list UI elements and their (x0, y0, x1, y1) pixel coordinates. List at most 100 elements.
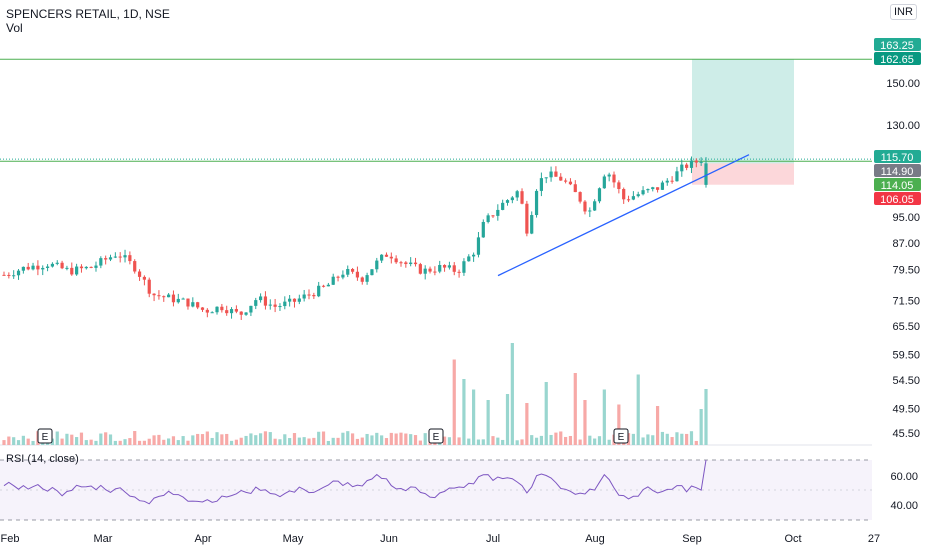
volume-bar (229, 440, 234, 445)
candle (433, 271, 437, 273)
price-axis-label: 54.50 (892, 375, 920, 387)
candle (491, 215, 495, 217)
volume-bar (442, 436, 447, 445)
volume-bar (636, 374, 640, 445)
candle (389, 256, 393, 259)
volume-bar (631, 433, 635, 445)
candle (307, 294, 311, 296)
volume-bar (152, 435, 156, 445)
x-tick-label: Jun (380, 533, 398, 545)
volume-bar (665, 433, 669, 445)
volume-bar (404, 433, 408, 445)
candle (167, 294, 171, 298)
earnings-marker (428, 428, 444, 444)
candle (108, 257, 113, 260)
volume-bar (486, 400, 490, 445)
currency-button[interactable]: INR (890, 4, 917, 20)
candle (413, 262, 418, 265)
candle (360, 277, 364, 282)
price-badge (874, 150, 921, 163)
volume-bar (123, 439, 127, 445)
volume-bar (254, 435, 258, 445)
volume-bar (704, 389, 708, 445)
candle (312, 294, 316, 297)
candle (278, 306, 282, 308)
candle (317, 285, 321, 297)
candle (12, 275, 16, 277)
volume-bar (31, 440, 35, 445)
candle (263, 296, 268, 306)
candle (350, 269, 355, 272)
candle (16, 270, 21, 276)
volume-bar (12, 437, 16, 445)
volume-bar (539, 435, 543, 445)
candle (472, 254, 476, 257)
volume-bar (162, 439, 166, 445)
rsi-label: RSI (14, close) (6, 453, 79, 465)
volume-bar (641, 437, 645, 445)
candle (321, 285, 326, 287)
volume-bar (79, 432, 84, 445)
volume-bar (399, 432, 403, 445)
candle (268, 304, 272, 306)
price-badge-label: 115.70 (881, 152, 914, 164)
volume-bar (423, 433, 427, 445)
candle (375, 260, 379, 270)
volume-bar (321, 431, 326, 445)
volume-bar (413, 435, 418, 445)
volume-bar (326, 440, 330, 445)
volume-bar (171, 436, 176, 445)
candle (559, 176, 563, 181)
candle (273, 304, 277, 307)
volume-bar (617, 404, 621, 445)
price-badge-label: 114.05 (881, 180, 914, 192)
volume-bar (365, 433, 369, 445)
volume-bar (549, 434, 553, 445)
price-badge-label: 163.25 (880, 40, 914, 52)
volume-bar (626, 433, 631, 445)
volume-bar (70, 434, 74, 445)
candle (428, 268, 432, 272)
volume-bar (694, 440, 698, 445)
candle (26, 266, 30, 270)
candle (534, 190, 539, 216)
chart-title: SPENCERS RETAIL, 1D, NSE (6, 7, 170, 21)
candle (520, 191, 524, 204)
volume-bar (380, 435, 384, 445)
candle (694, 160, 698, 163)
candle (104, 258, 108, 260)
volume-bar (336, 437, 340, 445)
candle (476, 237, 481, 255)
volume-bar (588, 435, 592, 445)
volume-bar (176, 440, 180, 445)
candle (622, 189, 626, 200)
volume-bar (447, 437, 452, 445)
volume-bar (196, 433, 200, 445)
candle (302, 294, 306, 299)
volume-bar (278, 439, 282, 445)
candle (346, 269, 350, 275)
volume-bar (660, 431, 665, 445)
candle (65, 267, 69, 269)
price-badge (874, 192, 921, 205)
x-tick-label: Aug (585, 533, 605, 545)
x-tick-label: May (283, 533, 304, 545)
candle (370, 269, 374, 276)
price-badge (874, 38, 921, 51)
volume-bar (181, 436, 185, 445)
x-tick-label: Mar (94, 533, 113, 545)
price-badge-label: 106.05 (880, 194, 914, 206)
volume-bar (16, 440, 21, 445)
candle (70, 267, 74, 275)
volume-bar (476, 439, 481, 445)
volume-bar (317, 431, 321, 445)
candle (297, 298, 301, 302)
volume-bar (288, 438, 292, 445)
volume-bar (234, 439, 238, 445)
price-axis-label: 65.50 (892, 321, 920, 333)
candle (147, 279, 151, 294)
volume-bar (491, 436, 495, 445)
candle (220, 306, 224, 311)
candle (680, 164, 684, 172)
